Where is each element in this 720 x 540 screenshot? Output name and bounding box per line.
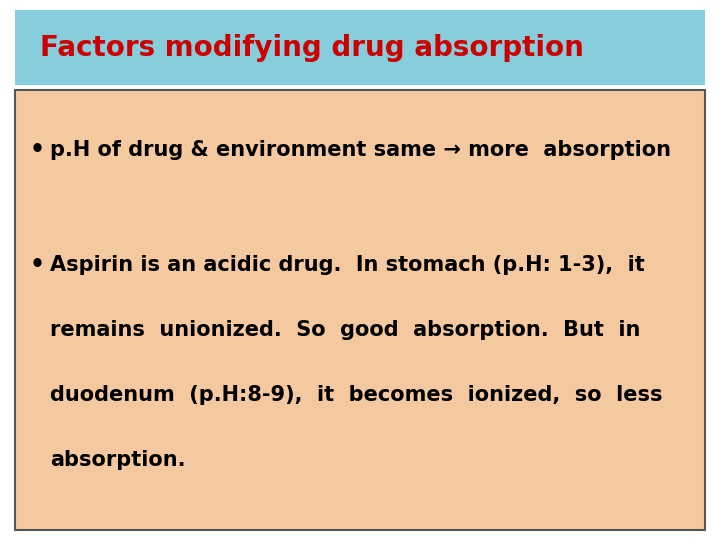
- Text: absorption.: absorption.: [50, 450, 186, 470]
- Text: •: •: [30, 253, 45, 277]
- FancyBboxPatch shape: [15, 10, 705, 85]
- Text: Factors modifying drug absorption: Factors modifying drug absorption: [40, 33, 584, 62]
- FancyBboxPatch shape: [15, 90, 705, 530]
- Text: p.H of drug & environment same → more  absorption: p.H of drug & environment same → more ab…: [50, 140, 671, 160]
- Text: •: •: [30, 138, 45, 162]
- Text: duodenum  (p.H:8-9),  it  becomes  ionized,  so  less: duodenum (p.H:8-9), it becomes ionized, …: [50, 385, 662, 405]
- Text: remains  unionized.  So  good  absorption.  But  in: remains unionized. So good absorption. B…: [50, 320, 640, 340]
- Text: Aspirin is an acidic drug.  In stomach (p.H: 1-3),  it: Aspirin is an acidic drug. In stomach (p…: [50, 255, 644, 275]
